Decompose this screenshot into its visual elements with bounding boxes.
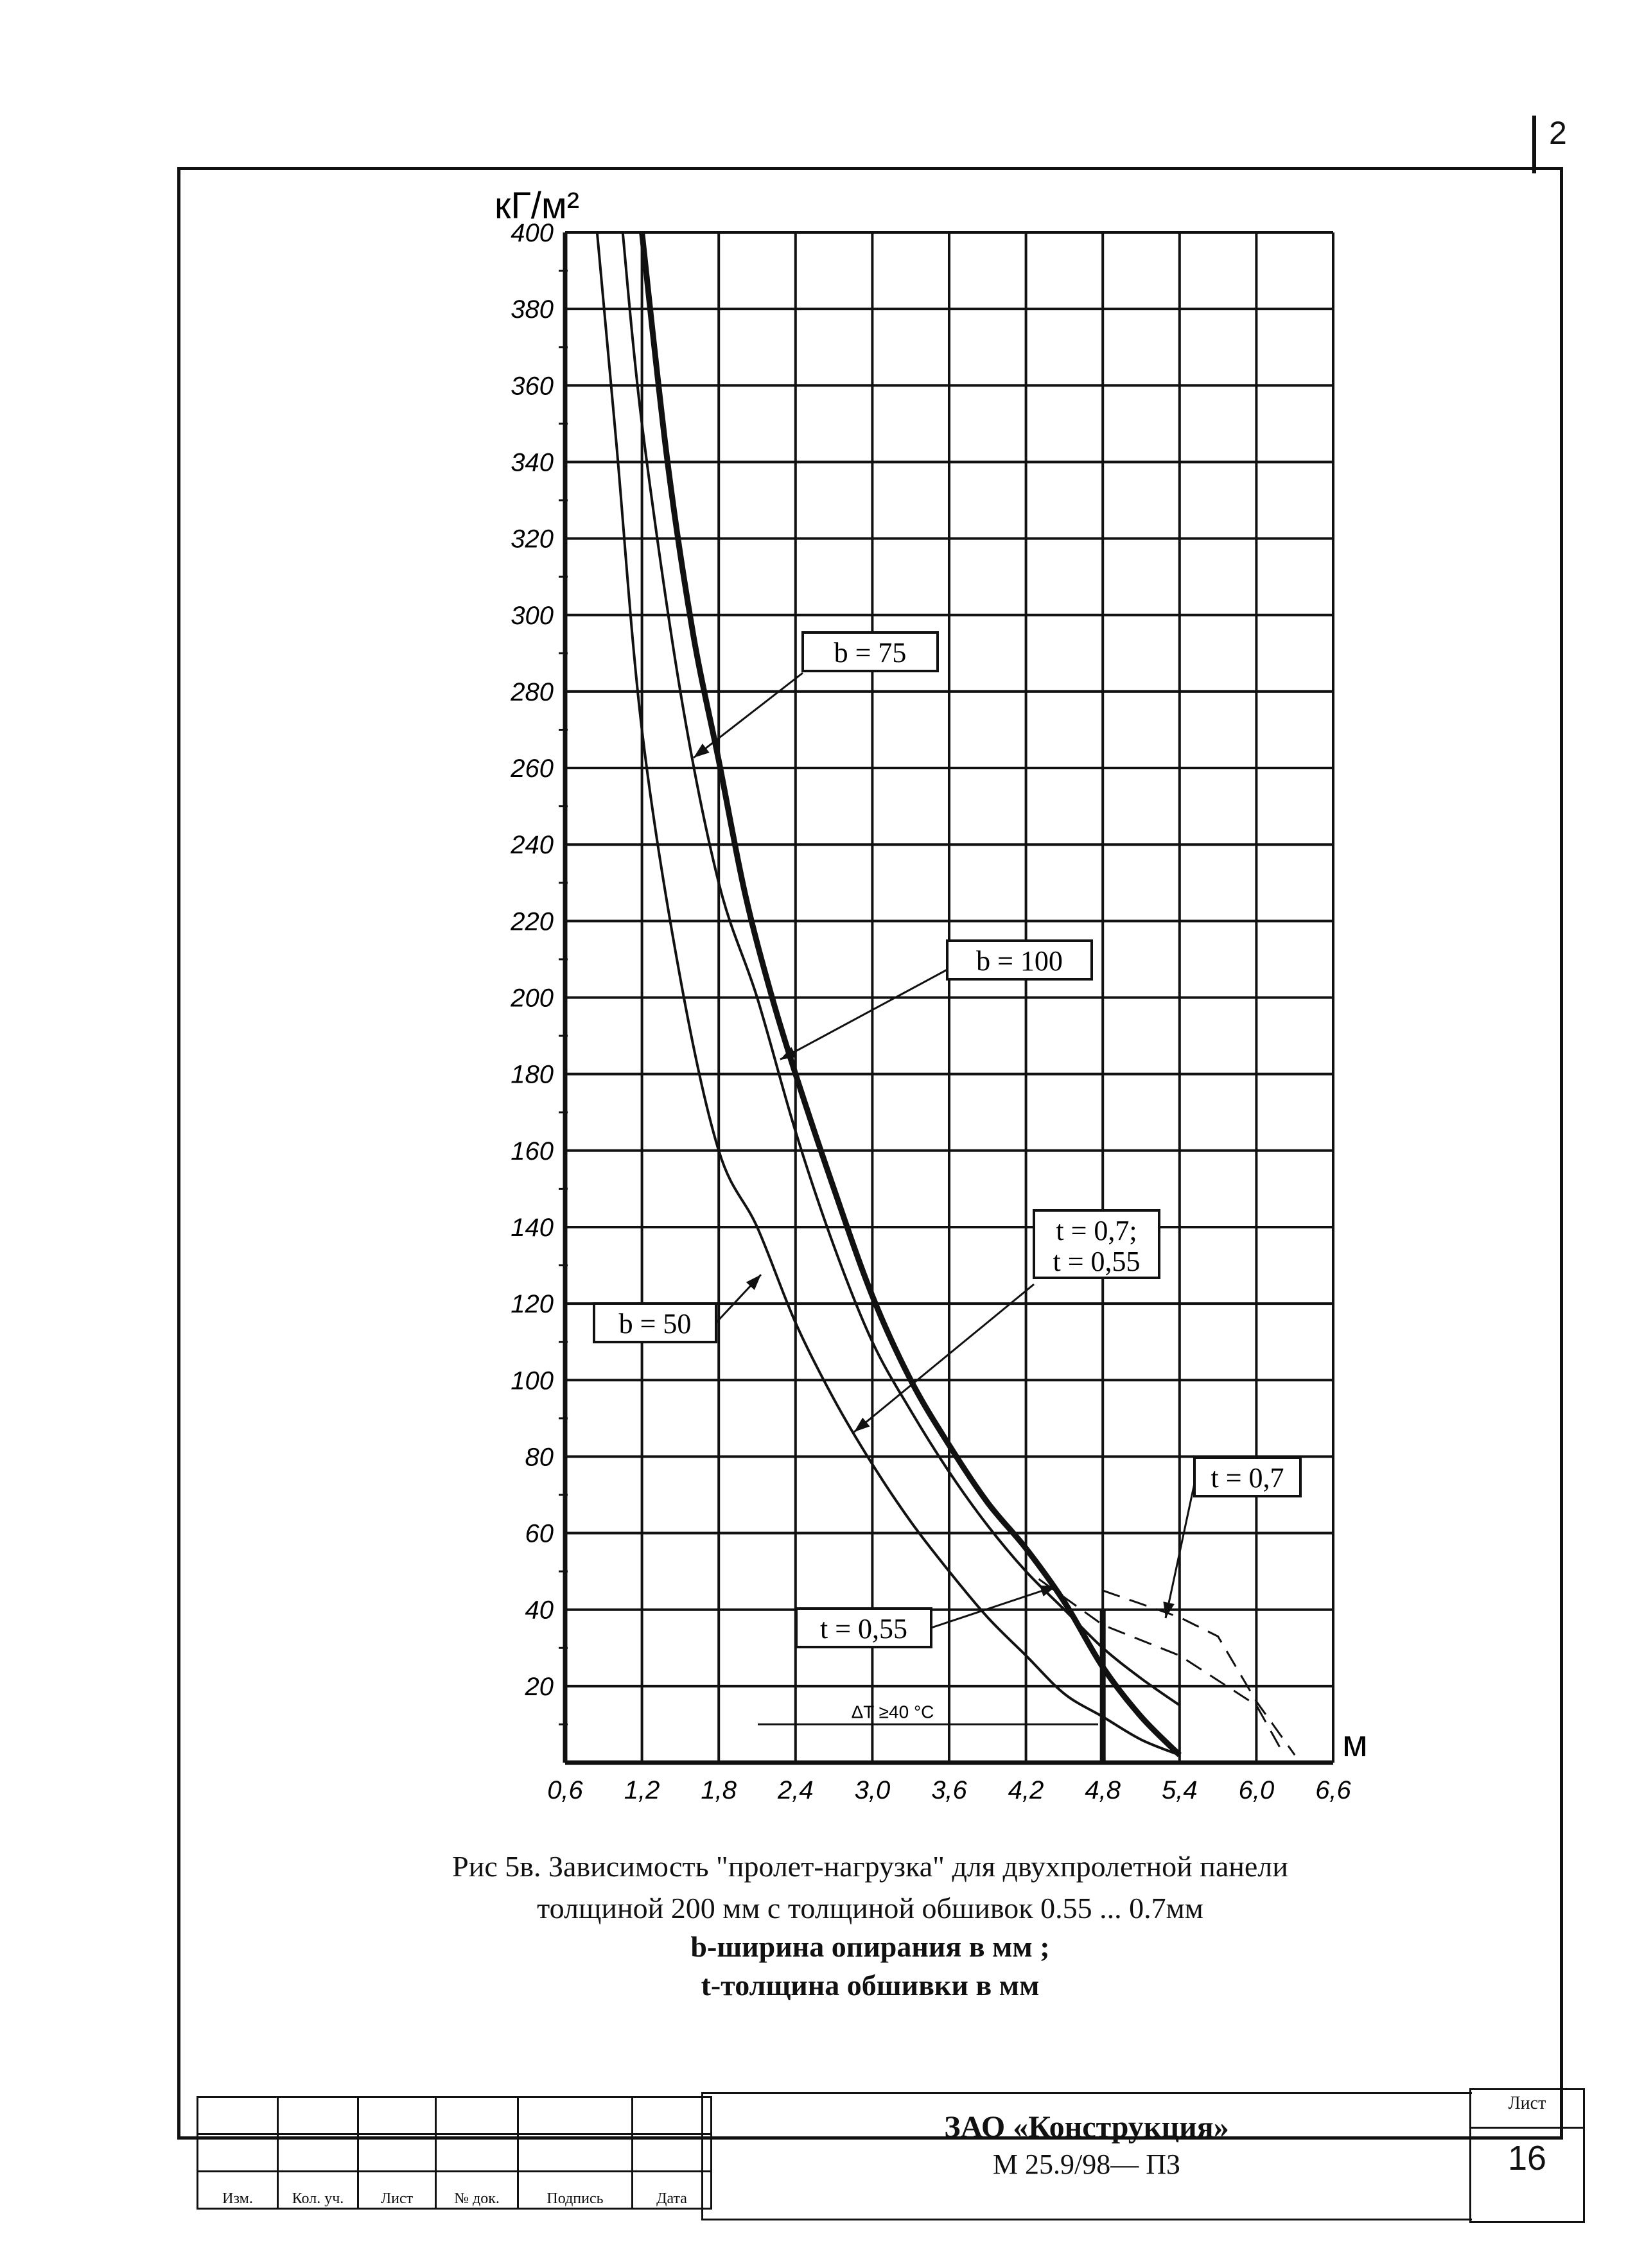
series-curve-b-100 <box>639 232 1182 1758</box>
col-list: Лист <box>357 2170 437 2210</box>
y-tick-label: 140 <box>511 1214 554 1242</box>
arrow-b100-head <box>780 1047 797 1060</box>
y-tick-label: 180 <box>511 1061 554 1089</box>
arrow-t07-055-head <box>854 1417 870 1432</box>
x-tick-label: 1,2 <box>624 1776 660 1804</box>
y-tick-label: 280 <box>510 678 554 706</box>
figure-caption-subtitle: толщиной 200 мм с толщиной обшивок 0.55 … <box>537 1892 1203 1924</box>
figure-caption-title: Рис 5в. Зависимость "пролет-нагрузка" дл… <box>452 1850 1288 1883</box>
chart-ticks: 20 40 60 80 100 120 140 160 180 200 220 240 260 280 30… <box>510 219 1351 1804</box>
figure-caption-b-note: b-ширина опирания в мм ; <box>690 1930 1050 1963</box>
sheet-label: Лист <box>1508 2093 1546 2113</box>
label-b50-box <box>593 1302 717 1343</box>
y-tick-label: 80 <box>525 1443 554 1471</box>
label-t07-055: t = 0,55 <box>1053 1246 1140 1277</box>
series-curve-b-75 <box>621 232 1180 1707</box>
x-tick-label: 2,4 <box>777 1776 814 1804</box>
document-code: М 25.9/98— ПЗ <box>992 2149 1181 2180</box>
y-tick-label: 300 <box>511 602 554 630</box>
sheet-box <box>1469 2088 1585 2223</box>
y-tick-label: 400 <box>511 219 554 247</box>
label-b100-box <box>946 939 1093 981</box>
label-t07-box <box>1193 1456 1302 1497</box>
y-tick-label: 360 <box>511 372 554 400</box>
sheet-frame <box>177 167 1563 2140</box>
col-kol-uch: Кол. уч. <box>277 2170 359 2210</box>
corner-mark <box>1532 116 1536 173</box>
label-b75-box <box>801 631 939 672</box>
figure-caption-t-note: t-толщина обшивки в мм <box>701 1969 1040 2002</box>
y-tick-label: 240 <box>510 831 554 859</box>
delta-t-label: ΔT ≥40 °C <box>852 1702 934 1722</box>
arrow-t07-055 <box>853 1283 1035 1433</box>
y-tick-label: 340 <box>511 448 554 476</box>
arrow-t07 <box>1164 1483 1196 1619</box>
label-b100: b = 100 <box>976 945 1063 977</box>
x-tick-label: 5,4 <box>1162 1776 1198 1804</box>
y-tick-label: 320 <box>511 525 554 554</box>
label-t07-055: t = 0,7; <box>1056 1215 1137 1246</box>
y-tick-label: 20 <box>525 1673 554 1701</box>
label-t07-055-box <box>1033 1209 1160 1279</box>
dashed-line-t-0-7 <box>1102 1589 1296 1756</box>
x-tick-label: 4,2 <box>1008 1776 1044 1804</box>
chart-series <box>595 232 1296 1763</box>
series-curve-b-50 <box>595 232 1180 1756</box>
corner-sheet-number: 2 <box>1549 115 1567 151</box>
sheet-number: 16 <box>1507 2139 1547 2177</box>
x-tick-label: 6,6 <box>1315 1776 1351 1804</box>
y-tick-label: 200 <box>510 984 554 1013</box>
arrow-t07-head <box>1163 1601 1175 1618</box>
arrow-b100 <box>780 968 948 1061</box>
chart-grid <box>559 231 1334 1765</box>
dashed-line-t-0-55 <box>1038 1578 1283 1752</box>
arrow-b75 <box>693 672 803 759</box>
title-block-main <box>701 2092 1472 2220</box>
x-tick-label: 6,0 <box>1239 1776 1275 1804</box>
y-tick-label: 60 <box>525 1520 554 1548</box>
x-tick-label: 3,0 <box>855 1776 891 1804</box>
label-t07: t = 0,7 <box>1211 1462 1284 1494</box>
organization-name: ЗАО «Конструкция» <box>944 2110 1229 2144</box>
y-tick-label: 380 <box>511 295 554 324</box>
y-tick-label: 100 <box>511 1366 554 1395</box>
x-axis-label: м <box>1342 1723 1368 1765</box>
y-tick-label: 120 <box>511 1290 554 1318</box>
x-tick-label: 3,6 <box>931 1776 967 1804</box>
arrow-b75-head <box>694 743 710 758</box>
x-tick-label: 4,8 <box>1085 1776 1121 1804</box>
y-tick-label: 260 <box>510 755 554 783</box>
y-tick-label: 160 <box>511 1137 554 1165</box>
col-signature: Подпись <box>517 2170 633 2210</box>
col-izm: Изм. <box>197 2170 279 2210</box>
label-b50: b = 50 <box>619 1308 692 1339</box>
col-doc-no: № док. <box>435 2170 519 2210</box>
x-tick-label: 1,8 <box>701 1776 737 1804</box>
label-t055-box <box>795 1607 932 1648</box>
arrow-t055 <box>931 1585 1057 1629</box>
arrow-t055-head <box>1040 1585 1056 1597</box>
label-b75: b = 75 <box>834 637 907 668</box>
sheet-box-divider <box>1469 2127 1585 2129</box>
y-tick-label: 40 <box>525 1596 554 1625</box>
col-date: Дата <box>631 2170 712 2210</box>
arrow-b50-head <box>746 1275 761 1290</box>
revision-table: Изм. Кол. уч. Лист № док. Подпись Дата <box>197 2096 712 2210</box>
y-tick-label: 220 <box>510 907 554 936</box>
label-t055: t = 0,55 <box>820 1613 907 1644</box>
x-tick-label: 0,6 <box>547 1776 583 1804</box>
y-axis-label: кГ/м² <box>494 185 579 227</box>
